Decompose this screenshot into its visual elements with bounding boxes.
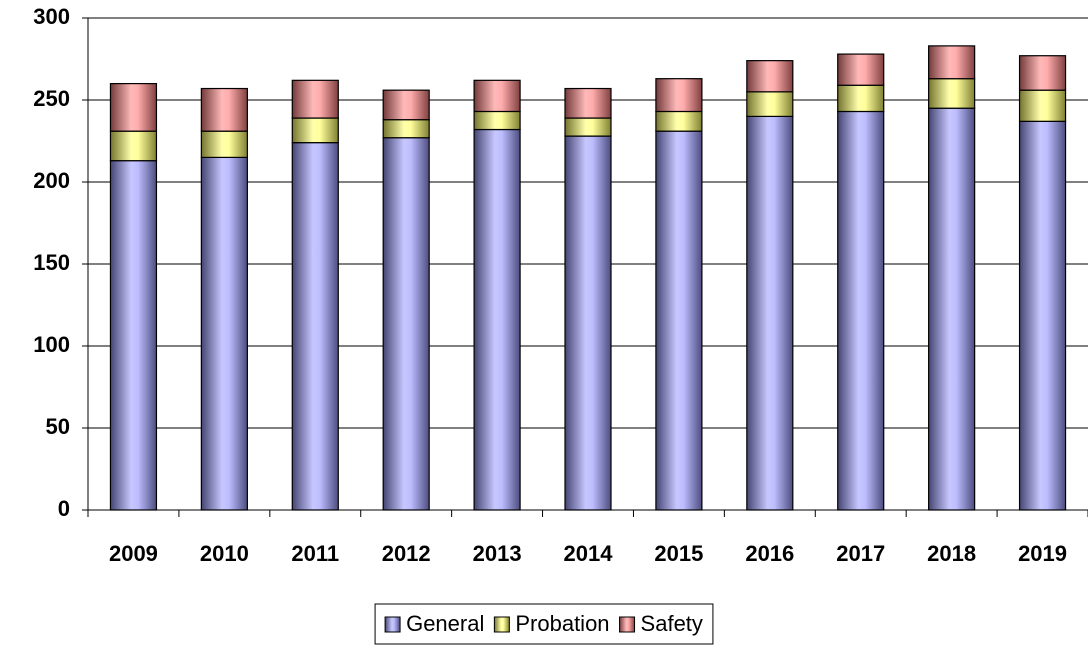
legend-swatch bbox=[619, 616, 636, 633]
legend-label: Probation bbox=[515, 611, 609, 636]
bar-segment bbox=[655, 130, 703, 511]
x-tick-label: 2018 bbox=[927, 541, 976, 566]
bar-segment bbox=[746, 60, 794, 93]
x-tick-label: 2009 bbox=[109, 541, 158, 566]
bar-segment bbox=[928, 78, 976, 109]
bar-segment bbox=[746, 115, 794, 511]
x-tick-label: 2017 bbox=[836, 541, 885, 566]
bar-segment bbox=[655, 110, 703, 132]
bar-segment bbox=[473, 110, 521, 131]
bar-segment bbox=[837, 84, 885, 113]
bar-segment bbox=[746, 91, 794, 118]
bar-segment bbox=[837, 53, 885, 86]
bar-segment bbox=[564, 117, 612, 137]
x-tick-label: 2012 bbox=[382, 541, 431, 566]
bar-segment bbox=[564, 87, 612, 119]
bar-segment bbox=[928, 45, 976, 80]
x-tick-label: 2010 bbox=[200, 541, 249, 566]
x-tick-label: 2011 bbox=[291, 541, 339, 566]
bar-segment bbox=[473, 79, 521, 113]
bar-segment bbox=[837, 110, 885, 511]
x-tick-label: 2013 bbox=[473, 541, 522, 566]
bar-segment bbox=[473, 128, 521, 511]
bar-segment bbox=[291, 79, 339, 119]
bar-segment bbox=[1018, 120, 1067, 511]
legend: General Probation Safety bbox=[374, 603, 714, 645]
bar-segment bbox=[1018, 55, 1067, 91]
bar-segment bbox=[928, 107, 976, 511]
y-tick-label: 100 bbox=[33, 332, 70, 357]
bar-segment bbox=[109, 130, 158, 162]
y-tick-label: 300 bbox=[33, 4, 70, 29]
bar-segment bbox=[200, 156, 248, 511]
x-tick-label: 2019 bbox=[1018, 541, 1067, 566]
bar-segment bbox=[655, 78, 703, 113]
bar-segment bbox=[1018, 89, 1067, 122]
x-tick-label: 2016 bbox=[745, 541, 794, 566]
bar-segment bbox=[382, 119, 430, 139]
y-tick-label: 0 bbox=[58, 496, 70, 521]
y-tick-label: 50 bbox=[46, 414, 70, 439]
x-tick-label: 2014 bbox=[564, 541, 614, 566]
x-tick-label: 2015 bbox=[654, 541, 703, 566]
bar-segment bbox=[382, 137, 430, 511]
bar-segment bbox=[564, 135, 612, 511]
bar-segment bbox=[109, 82, 158, 132]
y-tick-label: 250 bbox=[33, 86, 70, 111]
bar-segment bbox=[291, 142, 339, 511]
legend-swatch bbox=[384, 616, 401, 633]
legend-label: Safety bbox=[641, 611, 703, 636]
bar-segment bbox=[200, 130, 248, 159]
bar-segment bbox=[291, 117, 339, 144]
y-tick-label: 150 bbox=[33, 250, 70, 275]
legend-label: General bbox=[406, 611, 484, 636]
legend-swatch bbox=[493, 616, 510, 633]
legend-box bbox=[374, 603, 714, 645]
bar-segment bbox=[382, 89, 430, 121]
bar-segment bbox=[109, 160, 158, 511]
bar-segment bbox=[200, 87, 248, 132]
y-tick-label: 200 bbox=[33, 168, 70, 193]
